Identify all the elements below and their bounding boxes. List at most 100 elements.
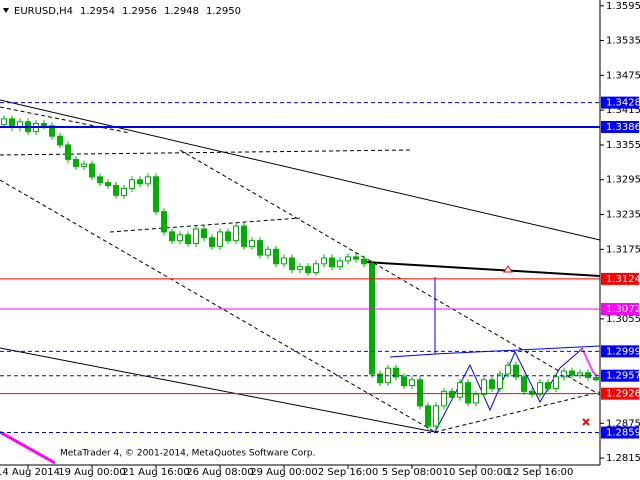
y-tick-label: 1.2875 (606, 418, 640, 429)
candle-body (57, 135, 63, 146)
x-tick-label: 10 Sep 00:00 (443, 467, 510, 478)
menu-marker (3, 8, 9, 13)
candle-body (113, 185, 119, 196)
candle-body (441, 390, 447, 407)
candle-body (481, 379, 487, 395)
candle-body (105, 182, 111, 187)
quote-low: 1.2948 (164, 6, 199, 17)
candle-body (257, 240, 263, 256)
level-label: 1.3124 (606, 274, 640, 285)
candle-body (73, 158, 79, 167)
candle-body (529, 390, 535, 395)
y-tick-label: 1.3595 (606, 1, 640, 12)
trend-line (364, 261, 601, 277)
candle-body (289, 257, 295, 271)
candle-body (337, 260, 343, 268)
candle-body (537, 382, 543, 395)
candle-body (241, 225, 247, 247)
candle-body (425, 405, 431, 427)
close-mark (582, 418, 590, 426)
level-label: 1.2999 (606, 346, 640, 357)
candle-body (209, 237, 215, 247)
level-box (601, 345, 639, 358)
quote-high: 1.2956 (122, 6, 157, 17)
forecast-line (0, 430, 56, 465)
candle-body (513, 364, 519, 378)
candle-body (553, 376, 559, 389)
candle-body (377, 373, 383, 384)
candle-body (401, 376, 407, 387)
candle-body (185, 234, 191, 245)
candle-body (561, 370, 567, 378)
candle-body (433, 405, 439, 427)
candle-body (353, 256, 359, 260)
trend-line (0, 106, 131, 134)
x-tick-label: 5 Sep 08:00 (382, 467, 442, 478)
candle-body (521, 376, 527, 392)
candle-body (249, 240, 255, 247)
x-tick-label: 21 Aug 16:00 (122, 467, 189, 478)
candle-body (569, 370, 575, 376)
forecast-line (582, 349, 598, 377)
candle-body (89, 163, 95, 178)
x-tick-label: 2 Sep 16:00 (318, 467, 378, 478)
candle-body (457, 382, 463, 398)
level-box (601, 96, 639, 109)
level-box (601, 303, 639, 316)
level-label: 1.3428 (606, 98, 640, 109)
candle-body (281, 257, 287, 265)
candle-body (505, 364, 511, 375)
candle-body (489, 379, 495, 389)
candle-body (465, 382, 471, 404)
candle-body (313, 263, 319, 274)
candle-body (41, 122, 47, 127)
plot (1, 115, 599, 430)
candle-body (169, 231, 175, 242)
candle-body (361, 258, 367, 265)
candle-body (161, 211, 167, 233)
level-box (601, 272, 639, 285)
y-tick-label: 1.3175 (606, 244, 640, 255)
y-tick-label: 1.3535 (606, 36, 640, 47)
candle-body (297, 266, 303, 271)
candle-body (137, 179, 143, 185)
level-label: 1.3386 (606, 122, 640, 133)
x-tick-label: 26 Aug 08:00 (186, 467, 253, 478)
candle-body (393, 367, 399, 378)
trend-line (0, 347, 436, 433)
candle-body (329, 257, 335, 268)
level-box (601, 387, 639, 400)
trend-line (0, 149, 411, 156)
signal-arrow (503, 265, 513, 273)
trend-line (109, 217, 301, 233)
x-tick-label: 12 Sep 16:00 (507, 467, 574, 478)
trend-line (434, 391, 601, 433)
y-tick-label: 1.3295 (606, 175, 640, 186)
candle-body (321, 257, 327, 265)
candle-body (233, 225, 239, 242)
candle-body (145, 176, 151, 185)
level-label: 1.2859 (606, 428, 640, 439)
trend-lines (0, 99, 601, 465)
level-box (601, 120, 639, 133)
candle-body (65, 144, 71, 160)
y-tick-label: 1.3415 (606, 105, 640, 116)
quote-close: 1.2950 (206, 6, 241, 17)
candle-body (1, 118, 7, 126)
y-tick-label: 1.2815 (606, 453, 640, 464)
x-tick-label: 19 Aug 00:00 (58, 467, 125, 478)
y-tick-label: 1.3235 (606, 210, 640, 221)
level-box (601, 369, 639, 382)
y-tick-label: 1.3355 (606, 140, 640, 151)
y-tick-label: 1.3055 (606, 314, 640, 325)
candle-body (577, 372, 583, 376)
level-label: 1.2957 (606, 371, 640, 382)
candle-body (417, 379, 423, 407)
channel-line (434, 345, 601, 355)
candle-body (345, 256, 351, 262)
candle-body (201, 228, 207, 239)
level-label: 1.3072 (606, 304, 640, 315)
candle-body (193, 228, 199, 245)
